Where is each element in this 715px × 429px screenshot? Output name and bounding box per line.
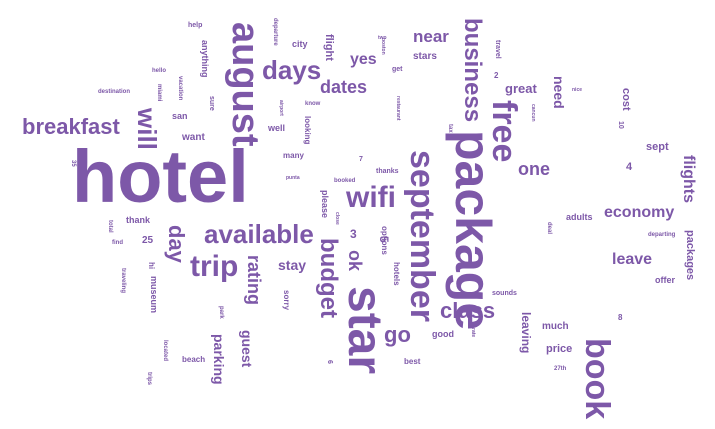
- word-stars: stars: [413, 51, 437, 62]
- word-much: much: [542, 321, 569, 332]
- word-economy: economy: [604, 204, 675, 221]
- word-destination: destination: [98, 89, 131, 95]
- word-well: well: [268, 123, 286, 133]
- word-free: free: [485, 100, 523, 163]
- word-august: august: [224, 22, 266, 147]
- word-close: close: [334, 212, 340, 225]
- word-star: star: [338, 286, 391, 375]
- word-2: 2: [494, 71, 499, 80]
- word-hi: hi: [147, 262, 156, 270]
- word-yes: yes: [350, 51, 377, 68]
- word-parking: parking: [211, 334, 227, 385]
- word-get: get: [392, 66, 403, 73]
- word-park: park: [218, 306, 224, 319]
- word-day: day: [164, 225, 189, 263]
- word-departure: departure: [272, 18, 278, 46]
- word-ok: ok: [345, 250, 365, 272]
- word-vacation: vacation: [177, 76, 183, 101]
- word-please: please: [320, 190, 330, 219]
- word-departing: departing: [648, 232, 676, 238]
- word-6: 6: [326, 360, 333, 364]
- word-tax: tax: [447, 124, 453, 133]
- word-offer: offer: [655, 275, 675, 285]
- word-total: total: [107, 220, 113, 233]
- word-want: want: [182, 132, 205, 143]
- word-adults: adults: [566, 212, 593, 222]
- word-days: days: [262, 55, 322, 85]
- word-dates: dates: [320, 77, 368, 97]
- word-budget: budget: [315, 238, 342, 318]
- word-10: 10: [617, 121, 624, 129]
- word-thank: thank: [126, 215, 151, 225]
- word-know: know: [305, 101, 321, 107]
- word-trips: trips: [146, 372, 152, 386]
- word-find: find: [112, 240, 123, 246]
- word-looking: looking: [303, 116, 312, 145]
- word-price: price: [546, 343, 573, 355]
- word-cancun: cancun: [530, 104, 536, 122]
- word-cost: cost: [620, 88, 632, 111]
- word-class: class: [440, 298, 496, 323]
- word-thanks: thanks: [376, 168, 399, 175]
- word-wifi: wifi: [346, 181, 396, 214]
- word-trip: trip: [190, 250, 239, 283]
- word-sounds: sounds: [492, 290, 517, 297]
- word-punta: punta: [286, 175, 300, 181]
- word-many: many: [283, 151, 304, 160]
- word-san: san: [172, 111, 188, 121]
- word-4: 4: [626, 161, 633, 173]
- word-one: one: [518, 159, 551, 179]
- word-3: 3: [350, 227, 357, 241]
- word-great: great: [505, 81, 537, 96]
- word-two: two: [378, 35, 387, 41]
- word-september: september: [403, 150, 441, 322]
- word-miami: miami: [156, 84, 162, 102]
- word-help: help: [188, 22, 203, 29]
- word-sept: sept: [646, 141, 669, 153]
- word-leaving: leaving: [519, 312, 533, 354]
- word-travel: travel: [494, 40, 501, 59]
- word-leave: leave: [612, 251, 653, 268]
- word-business: business: [459, 18, 486, 123]
- word-8: 8: [618, 313, 623, 322]
- word-stay: stay: [278, 257, 307, 273]
- word-7: 7: [359, 156, 363, 163]
- word-airport: airport: [278, 100, 284, 116]
- word-rating: rating: [244, 255, 264, 306]
- word-breakfast: breakfast: [22, 114, 120, 139]
- word-25: 25: [142, 235, 154, 246]
- word-flight: flight: [323, 34, 335, 61]
- word-35: 35: [70, 160, 76, 167]
- word-anything: anything: [200, 40, 210, 78]
- word-rate: rate: [470, 328, 476, 338]
- word-sorry: sorry: [282, 290, 291, 311]
- word-sure: sure: [208, 96, 215, 111]
- word-nice: nice: [572, 87, 583, 93]
- word-available: available: [204, 219, 314, 249]
- word-good: good: [432, 329, 454, 339]
- word-hotels: hotels: [392, 262, 401, 286]
- word-restaurant: restaurant: [395, 96, 401, 121]
- word-near: near: [413, 27, 449, 46]
- word-go: go: [384, 322, 411, 347]
- word-options: options: [380, 226, 389, 255]
- word-hello: hello: [152, 68, 167, 74]
- word-need: need: [551, 76, 567, 109]
- word-will: will: [132, 108, 162, 150]
- word-27th: 27th: [554, 366, 567, 372]
- word-traveling: traveling: [120, 268, 126, 294]
- word-packages: packages: [684, 230, 696, 281]
- word-hotel: hotel: [72, 135, 249, 218]
- word-beach: beach: [182, 355, 206, 364]
- word-deal: deal: [546, 222, 552, 235]
- word-best: best: [404, 357, 421, 366]
- word-guest: guest: [239, 330, 255, 368]
- word-located: located: [162, 340, 168, 362]
- word-book: book: [578, 338, 616, 420]
- word-booked: booked: [334, 178, 356, 184]
- word-flights: flights: [680, 155, 697, 203]
- word-museum: museum: [149, 276, 159, 314]
- word-city: city: [292, 39, 308, 49]
